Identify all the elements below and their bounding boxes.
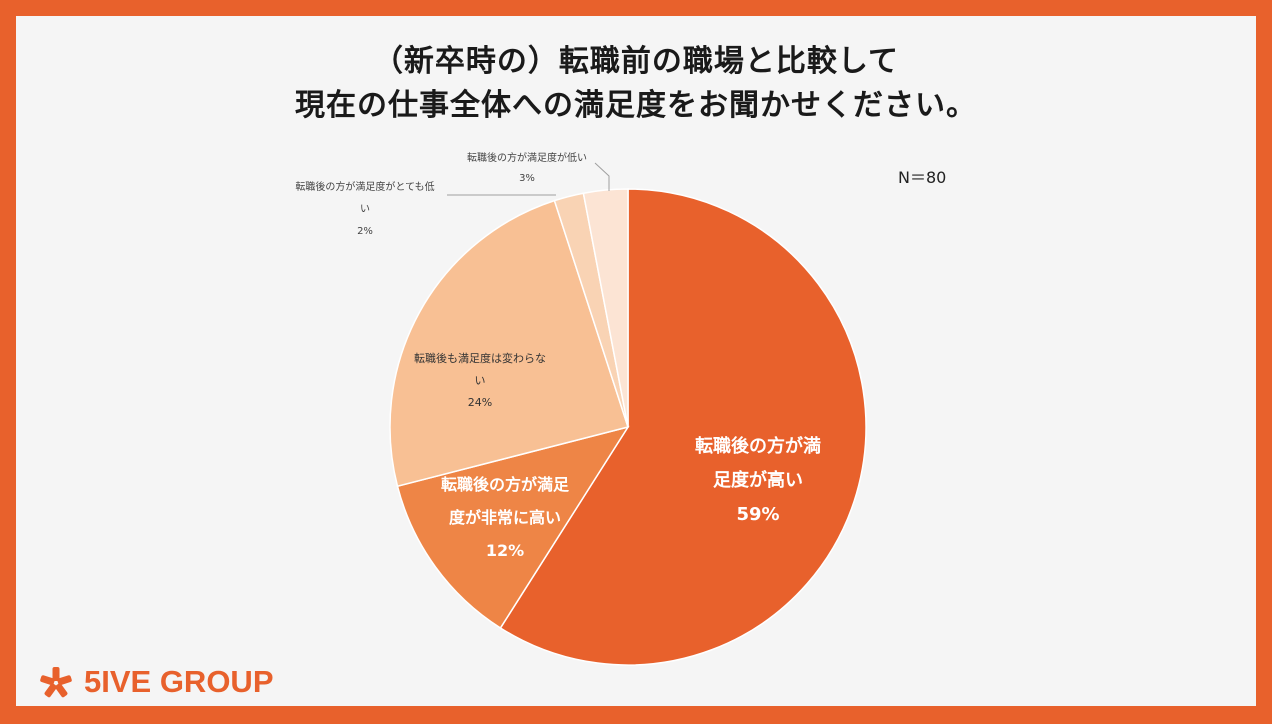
leader-lines <box>447 162 610 196</box>
brand-name: 5IVE GROUP <box>84 664 274 699</box>
sample-size-label: N＝80 <box>898 168 947 187</box>
pie-slice <box>389 199 629 488</box>
pie-slice <box>499 188 867 666</box>
slice-value-label: 12% <box>486 541 524 560</box>
asterisk-icon <box>40 667 72 698</box>
slice-value-label: 2% <box>357 226 373 237</box>
pie-slice <box>396 425 630 629</box>
brand-logo: 5IVE GROUP <box>36 662 274 702</box>
slice-category-label: 転職後の方が満足 <box>441 475 570 494</box>
page-title: （新卒時の）転職前の職場と比較して 現在の仕事全体への満足度をお聞かせください。 <box>0 40 1272 128</box>
slice-category-label: 転職後の方が満足度が低い <box>467 151 587 164</box>
slice-category-label: 転職後も満足度は変わらな <box>414 351 546 365</box>
title-line-1: （新卒時の）転職前の職場と比較して <box>372 44 900 79</box>
slice-value-label: 59% <box>736 504 779 525</box>
slice-category-label: 足度が高い <box>713 469 803 491</box>
slice-value-label: 24% <box>468 396 492 409</box>
pie-slices <box>389 188 867 666</box>
slice-category-label: 転職後の方が満足度がとても低 <box>295 180 434 193</box>
slice-value-label: 3% <box>519 173 535 184</box>
slice-category-label: 転職後の方が満 <box>695 435 821 457</box>
leader-line <box>594 162 610 191</box>
slice-category-label: 度が非常に高い <box>449 508 561 527</box>
slice-category-label: い <box>475 374 486 387</box>
slice-category-label: い <box>360 204 370 215</box>
pie-slice <box>582 188 629 428</box>
title-line-2: 現在の仕事全体への満足度をお聞かせください。 <box>295 88 977 123</box>
